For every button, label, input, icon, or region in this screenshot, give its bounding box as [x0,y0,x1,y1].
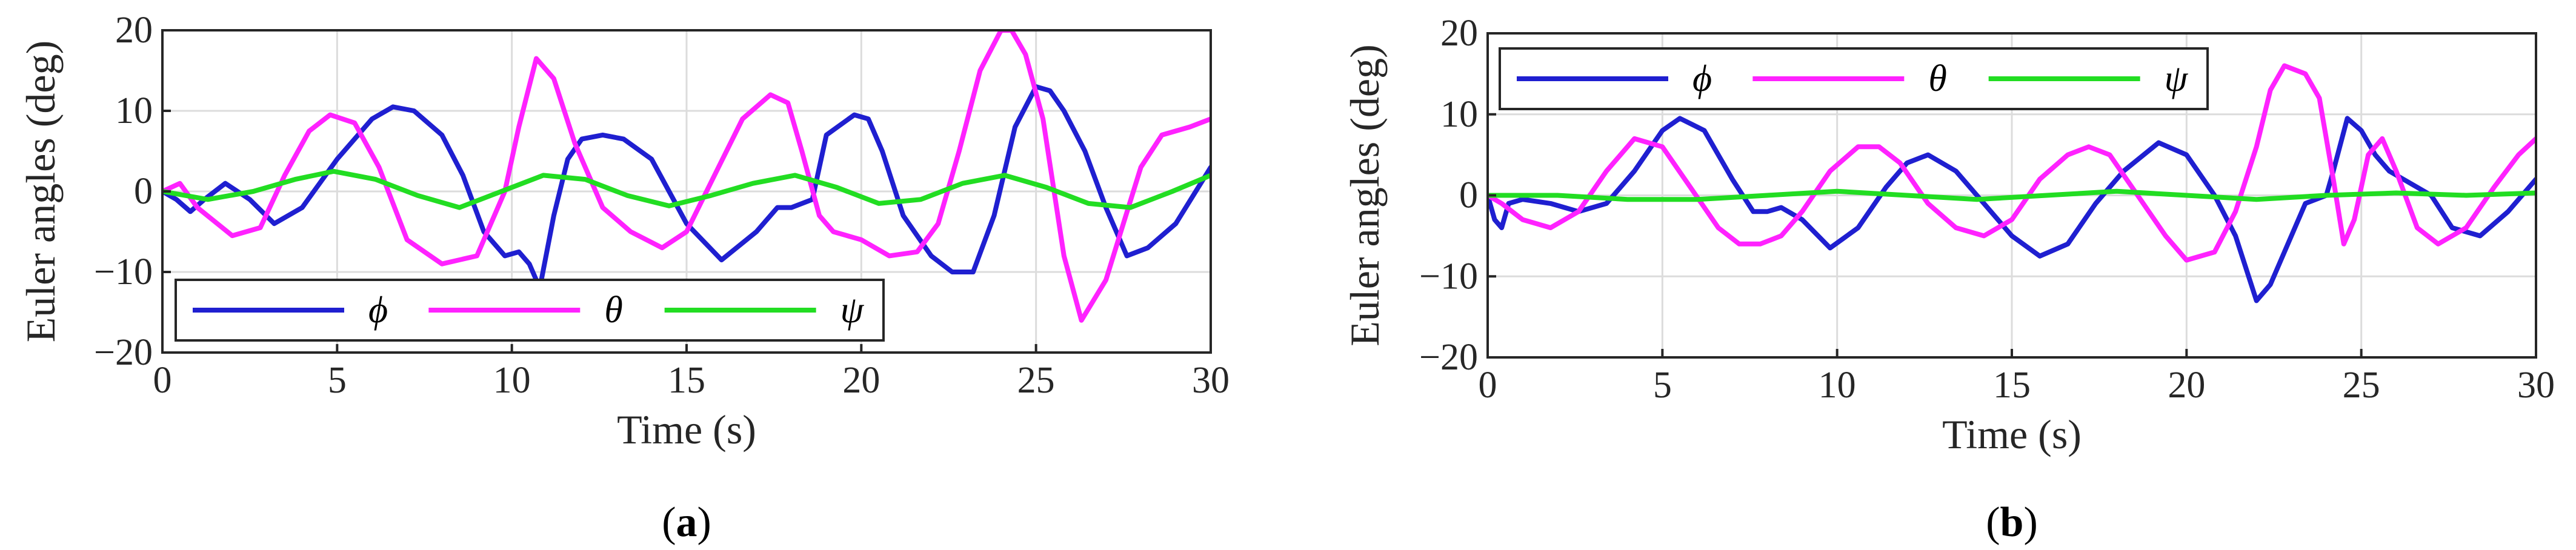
legend-entry-psi: ψ [2165,58,2189,99]
panel-label: (b) [1986,499,2038,546]
y-tick-label: −20 [94,332,153,373]
x-tick-label: 25 [1017,360,1055,401]
x-tick-label: 20 [842,360,880,401]
y-tick-label: 20 [115,10,153,51]
panel-label: (a) [662,499,711,546]
panel-b-chart: 0 5 10 15 20 25 30 −20 −10 0 10 20 Time (s) Euler ang… [1342,13,2555,546]
y-axis-label: Euler angles (deg) [1342,44,1388,346]
x-tick-label: 5 [1653,365,1672,406]
y-tick-label: −10 [94,251,153,293]
y-tick-label: 10 [115,90,153,131]
series-line-phi [162,84,1211,291]
series-line-theta [162,30,1211,323]
series-line-psi [162,168,1211,210]
y-tick-label: −20 [1419,337,1478,378]
x-axis-label: Time (s) [617,406,756,452]
series-line-psi [1488,188,2536,202]
x-tick-label: 20 [2168,365,2205,406]
legend-entry-phi: ϕ [1692,58,1712,99]
x-tick-label: 5 [328,360,347,401]
series-line-theta [1488,63,2536,263]
y-tick-label: 10 [1440,94,1478,135]
y-axis-label: Euler angles (deg) [18,41,64,342]
x-tick-label: 10 [1819,365,1856,406]
x-tick-label: 15 [668,360,705,401]
x-tick-label: 15 [1993,365,2031,406]
y-tick-label: 0 [134,171,153,212]
x-axis-label: Time (s) [1942,411,2082,457]
x-tick-label: 30 [1192,360,1230,401]
x-tick-label: 25 [2343,365,2380,406]
legend-entry-theta: θ [604,290,622,331]
y-tick-label: −10 [1419,256,1478,297]
panel-a-chart: 0 5 10 15 20 25 30 −20 −10 0 10 20 Time (s) Euler ang… [18,10,1230,546]
x-tick-label: 0 [1479,365,1497,406]
x-tick-label: 30 [2517,365,2555,406]
x-tick-label: 10 [493,360,531,401]
y-tick-label: 20 [1440,13,1478,54]
legend-entry-phi: ϕ [368,290,388,331]
legend-entry-theta: θ [1928,58,1946,99]
x-tick-label: 0 [153,360,172,401]
y-tick-label: 0 [1459,175,1478,216]
series-line-phi [1488,116,2536,303]
legend-entry-psi: ψ [840,290,865,331]
